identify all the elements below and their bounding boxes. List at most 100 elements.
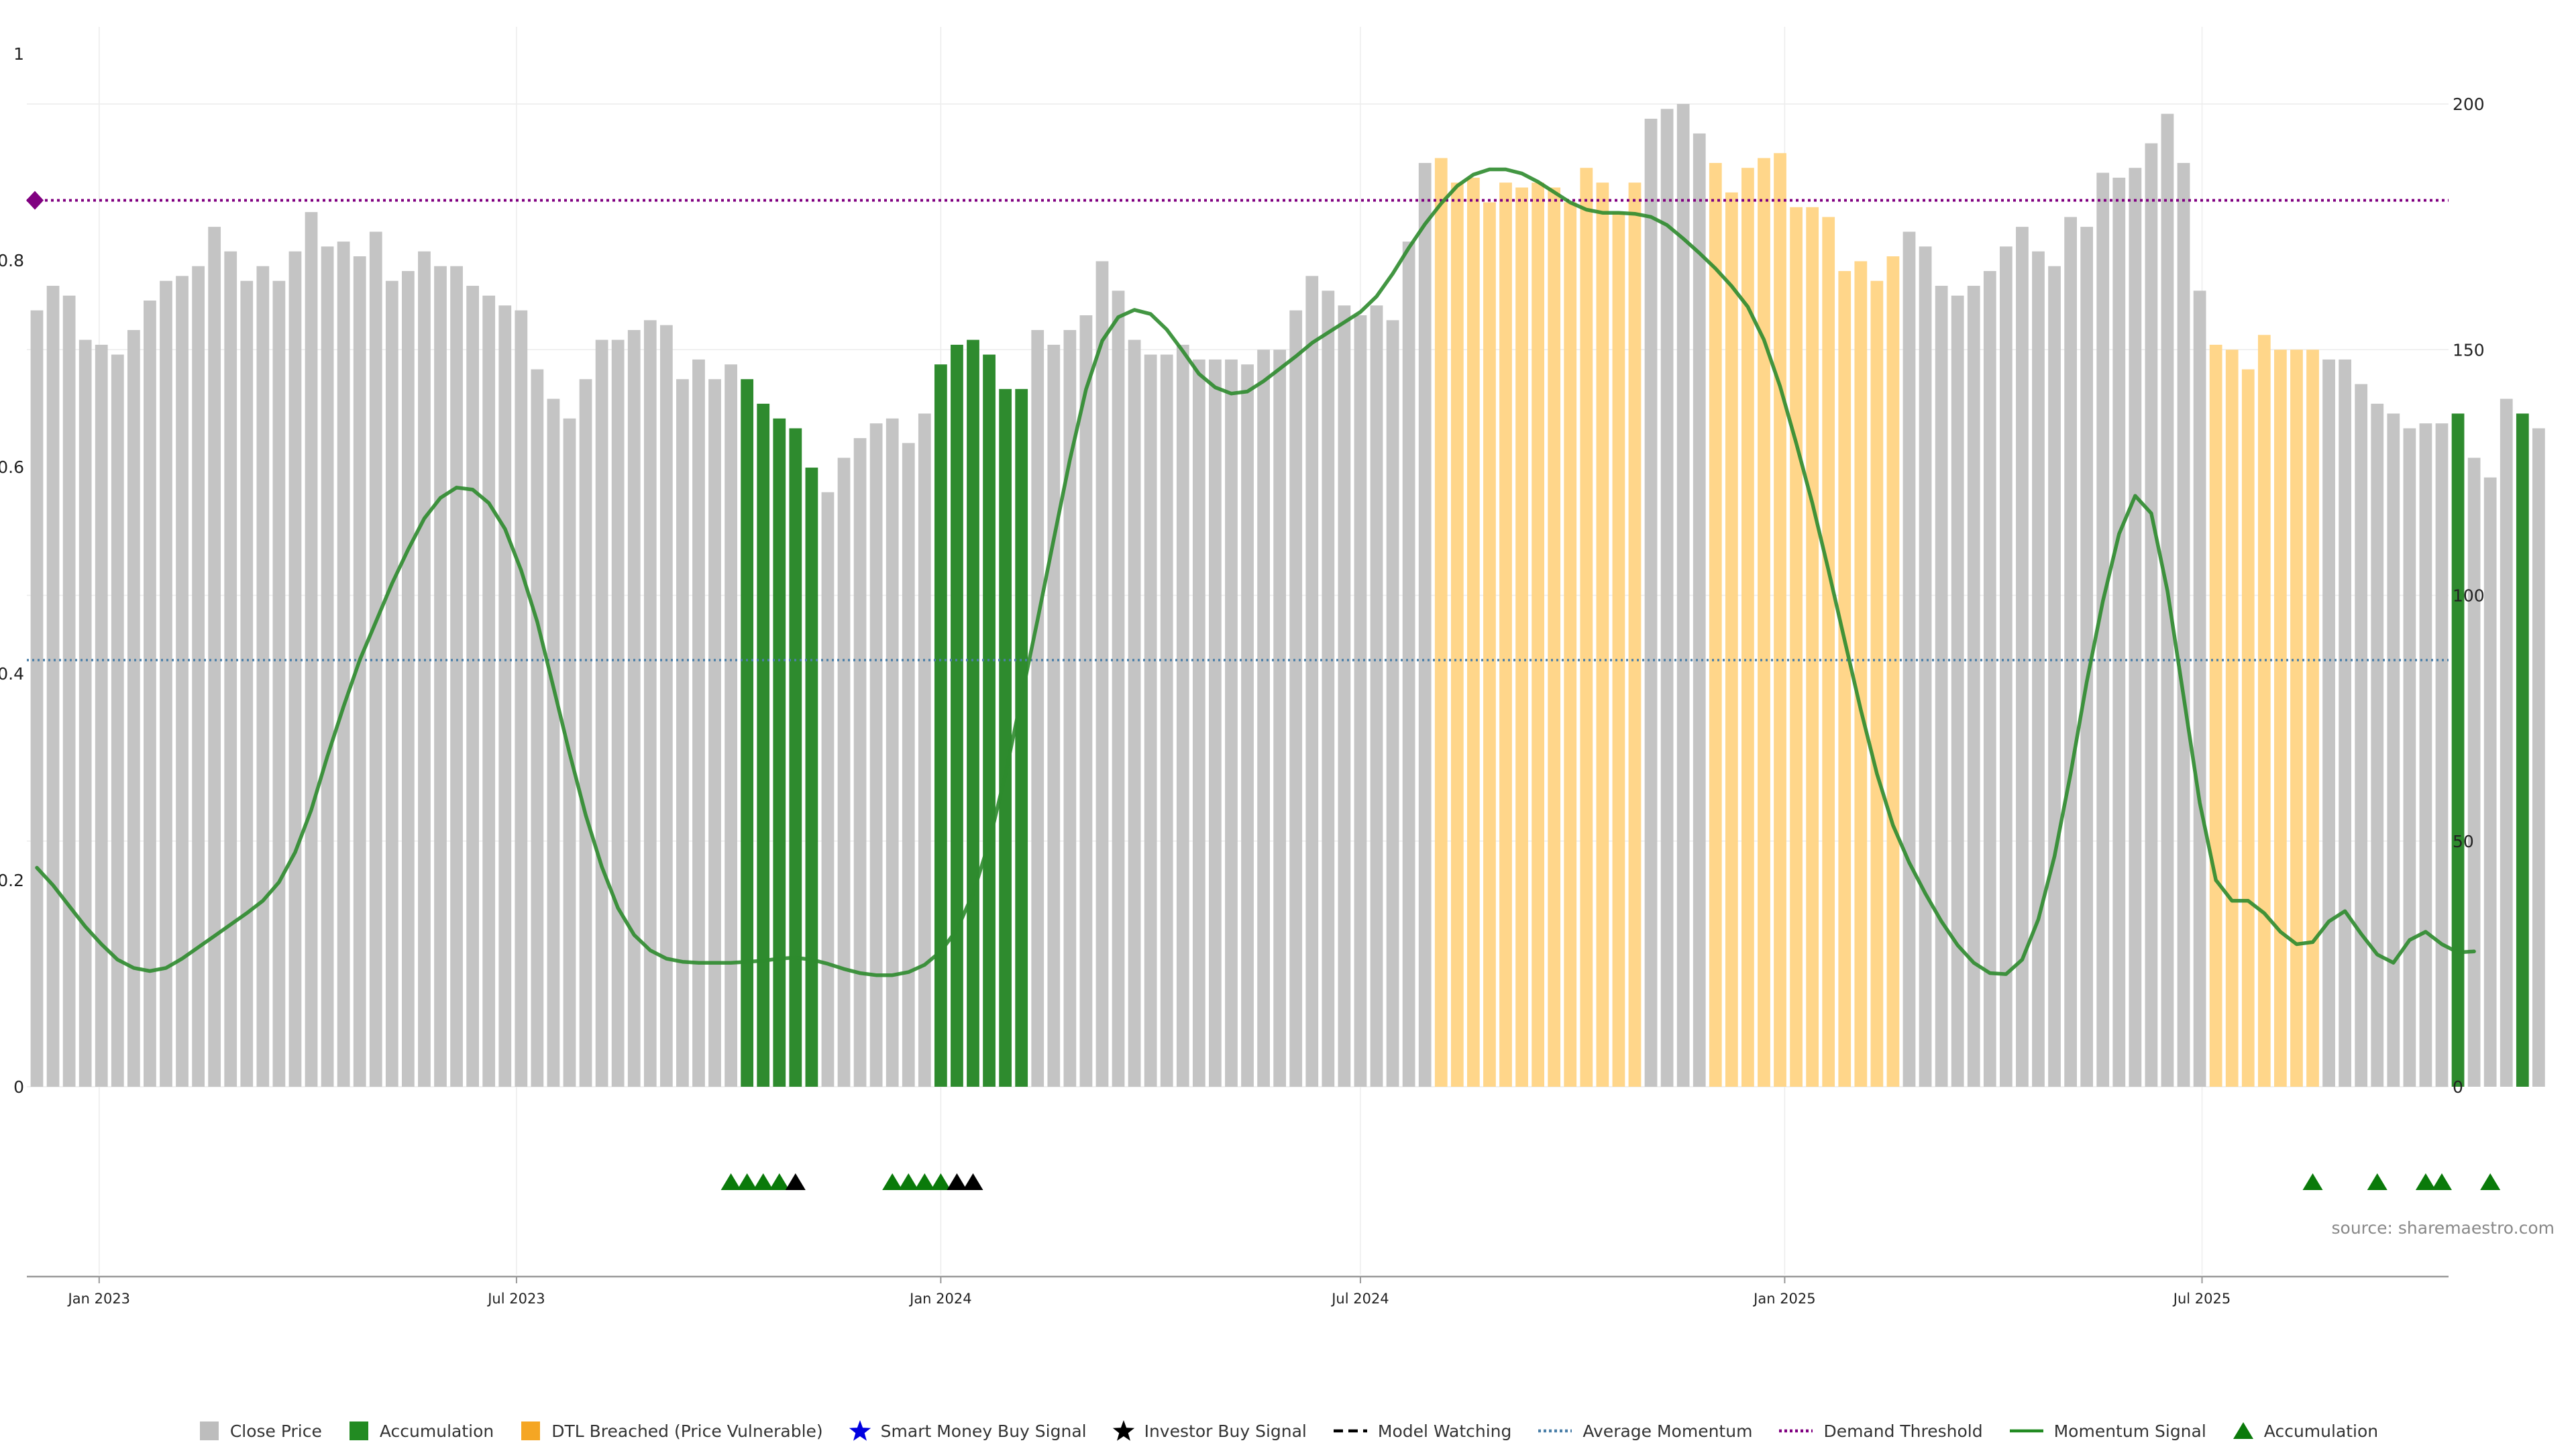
close-price-bar [659, 325, 673, 1087]
square-icon [349, 1421, 368, 1440]
left-tick-label: 0.8 [0, 251, 24, 270]
x-tick-label: Jul 2023 [486, 1291, 545, 1307]
close-price-bar [46, 286, 60, 1087]
close-price-bar [885, 418, 899, 1087]
close-price-bar [2145, 143, 2158, 1087]
accumulation-marker [898, 1173, 919, 1190]
close-price-bar [272, 280, 286, 1087]
dtl-breached-bar [1499, 182, 1512, 1087]
investor-buy-marker [947, 1173, 967, 1190]
close-price-bar [1241, 364, 1254, 1087]
close-price-bar [1935, 286, 1948, 1087]
x-tick-label: Jan 2023 [67, 1291, 131, 1307]
close-price-bar [2483, 477, 2497, 1087]
legend: Close Price Accumulation DTL Breached (Pri… [0, 1414, 2576, 1448]
dtl-breached-bar [2257, 335, 2271, 1087]
accumulation-bar [805, 468, 818, 1087]
close-price-bar [30, 310, 44, 1087]
square-icon [521, 1421, 541, 1440]
right-tick-label: 150 [2453, 340, 2485, 360]
close-price-bar [127, 329, 140, 1087]
accumulation-bar [1015, 388, 1028, 1087]
close-price-bar [1338, 305, 1351, 1087]
close-price-bar [1402, 241, 1415, 1087]
accumulation-bar [934, 364, 947, 1087]
dtl-breached-bar [1466, 177, 1480, 1087]
legend-item: Demand Threshold [1778, 1419, 1983, 1442]
accumulation-marker [720, 1173, 741, 1190]
dtl-breached-bar [1806, 207, 1819, 1087]
dtl-breached-bar [1564, 202, 1577, 1087]
close-price-bar [1919, 246, 1932, 1087]
close-price-bar [385, 280, 398, 1087]
dtl-breached-bar [2241, 369, 2255, 1087]
legend-item: Average Momentum [1537, 1419, 1752, 1442]
left-tick-label: 0.4 [0, 664, 24, 684]
left-tick-label: 1 [13, 44, 24, 64]
close-price-bar [1305, 276, 1319, 1087]
accumulation-marker [930, 1173, 951, 1190]
close-price-bar [1257, 350, 1270, 1087]
dtl-breached-bar [2209, 344, 2222, 1087]
dtl-breached-bar [1580, 168, 1593, 1087]
dtl-breached-bar [1741, 168, 1754, 1087]
triangle-icon [2233, 1422, 2253, 1439]
axes: Jan 2023 Jul 2023 Jan 2024 Jul 2024 Jan 2025… [0, 44, 2485, 1307]
close-price-bar [2339, 359, 2352, 1087]
close-price-bar [1225, 359, 1238, 1087]
close-price-bar [498, 305, 512, 1087]
accumulation-bar [757, 403, 770, 1087]
legend-item: Momentum Signal [2008, 1419, 2206, 1442]
close-price-bar [1192, 359, 1205, 1087]
signal-markers [720, 1173, 2501, 1190]
close-price-bar [1031, 329, 1044, 1087]
close-price-bar [224, 251, 237, 1087]
accumulation-bar [2516, 413, 2529, 1087]
close-price-bar [192, 266, 205, 1087]
accumulation-bar [2451, 413, 2465, 1087]
accumulation-marker [2367, 1173, 2387, 1190]
star-icon [1112, 1420, 1134, 1441]
legend-label: Close Price [229, 1421, 322, 1441]
dtl-breached-bar [1532, 182, 1544, 1087]
accumulation-marker [737, 1173, 757, 1190]
close-price-bar [2016, 227, 2029, 1087]
solid-line-icon [2009, 1429, 2043, 1433]
close-price-bar [2032, 251, 2045, 1087]
dtl-breached-bar [1822, 217, 1835, 1087]
dotted-line-icon [1779, 1429, 1813, 1433]
legend-label: Average Momentum [1582, 1421, 1753, 1441]
dtl-breached-bar [2306, 350, 2319, 1087]
close-price-bar [2096, 172, 2110, 1087]
bars [30, 104, 2545, 1087]
close-price-bar [434, 266, 447, 1087]
close-price-bar [2177, 162, 2190, 1087]
dtl-breached-bar [1854, 261, 1868, 1087]
star-icon [849, 1420, 871, 1441]
demand-threshold-marker [26, 191, 44, 210]
accumulation-bar [983, 354, 996, 1087]
dtl-breached-bar [1870, 280, 1884, 1087]
close-price-bar [450, 266, 463, 1087]
accumulation-marker [769, 1173, 790, 1190]
close-price-bar [853, 438, 867, 1087]
close-price-bar [821, 492, 835, 1087]
accumulation-marker [2432, 1173, 2452, 1190]
legend-label: Momentum Signal [2053, 1421, 2206, 1441]
accumulation-bar [789, 428, 802, 1087]
close-price-bar [1951, 295, 1964, 1087]
legend-label: Accumulation [379, 1421, 494, 1441]
close-price-bar [2064, 217, 2077, 1087]
dotted-line-icon [1538, 1429, 1572, 1433]
close-price-bar [1676, 104, 1690, 1087]
dtl-breached-bar [1790, 207, 1803, 1087]
dtl-breached-bar [1483, 202, 1496, 1087]
dtl-breached-bar [2274, 350, 2287, 1087]
close-price-bar [837, 458, 851, 1087]
close-price-bar [515, 310, 528, 1087]
close-price-bar [1079, 315, 1093, 1087]
close-price-bar [1386, 320, 1399, 1087]
x-tick-label: Jul 2024 [1330, 1291, 1389, 1307]
close-price-bar [2387, 413, 2400, 1087]
close-price-bar [1999, 246, 2012, 1087]
